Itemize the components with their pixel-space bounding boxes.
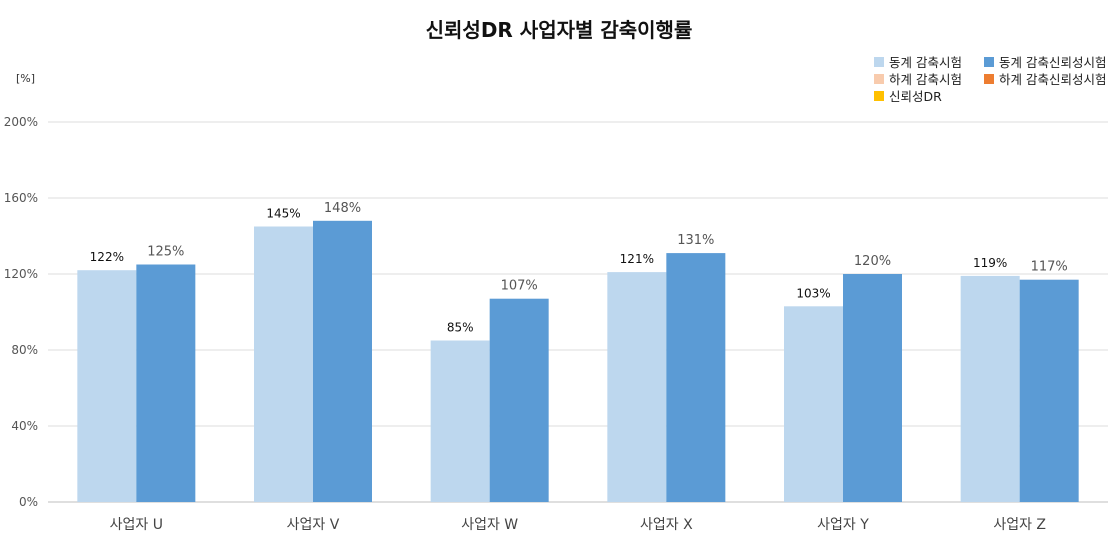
- data-label: 145%: [266, 207, 300, 221]
- legend-swatch: [984, 56, 994, 67]
- data-label: 148%: [324, 201, 361, 216]
- legend-swatch: [874, 56, 884, 67]
- legend-item: 동계 감축신뢰성시험: [984, 52, 1106, 71]
- bar-winter-reliability-test: [489, 298, 549, 502]
- bar-winter-test: [430, 340, 490, 502]
- legend-item: 하계 감축신뢰성시험: [984, 69, 1106, 88]
- bar-winter-test: [960, 275, 1020, 502]
- bar-winter-reliability-test: [1019, 279, 1079, 502]
- x-category-label: 사업자 W: [461, 517, 518, 533]
- data-label: 103%: [796, 286, 830, 300]
- x-category-label: 사업자 V: [287, 517, 340, 533]
- data-label: 122%: [90, 250, 124, 264]
- y-tick-label: 160%: [4, 191, 38, 205]
- bar-winter-test: [607, 272, 667, 502]
- legend-swatch: [874, 90, 884, 101]
- legend-swatch: [984, 73, 994, 84]
- legend-label: 동계 감축신뢰성시험: [999, 55, 1107, 70]
- y-tick-label: 120%: [4, 267, 38, 281]
- legend-item: 신뢰성DR: [874, 86, 942, 105]
- data-label: 119%: [973, 256, 1007, 270]
- bar-winter-test: [784, 306, 843, 502]
- data-label: 131%: [677, 233, 714, 248]
- x-category-label: 사업자 Y: [817, 517, 869, 533]
- bar-winter-test: [77, 270, 137, 502]
- data-label: 120%: [854, 254, 891, 269]
- data-label: 117%: [1031, 260, 1068, 275]
- data-label: 125%: [147, 245, 184, 260]
- legend-item: 동계 감축시험: [874, 52, 962, 71]
- data-label: 121%: [620, 252, 654, 266]
- bar-winter-test: [254, 226, 313, 502]
- x-category-label: 사업자 Z: [993, 517, 1046, 533]
- y-axis-unit: [%]: [16, 72, 36, 85]
- y-tick-label: 80%: [11, 343, 38, 357]
- y-tick-label: 40%: [11, 419, 38, 433]
- data-label: 85%: [447, 321, 474, 335]
- legend-label: 신뢰성DR: [889, 89, 942, 104]
- bar-winter-reliability-test: [313, 220, 372, 503]
- legend-item: 하계 감축시험: [874, 69, 962, 88]
- legend-label: 동계 감축시험: [889, 55, 962, 70]
- bar-winter-reliability-test: [666, 253, 726, 502]
- chart-title: 신뢰성DR 사업자별 감축이행률: [425, 18, 693, 42]
- x-category-label: 사업자 U: [110, 517, 163, 533]
- y-tick-label: 0%: [19, 495, 38, 509]
- bar-winter-reliability-test: [843, 274, 902, 502]
- legend-label: 하계 감축신뢰성시험: [999, 72, 1107, 87]
- bar-winter-reliability-test: [136, 264, 196, 502]
- legend-swatch: [874, 73, 884, 84]
- x-category-label: 사업자 X: [640, 517, 693, 533]
- data-label: 107%: [501, 279, 538, 294]
- y-tick-label: 200%: [4, 115, 38, 129]
- legend-label: 하계 감축시험: [889, 72, 962, 87]
